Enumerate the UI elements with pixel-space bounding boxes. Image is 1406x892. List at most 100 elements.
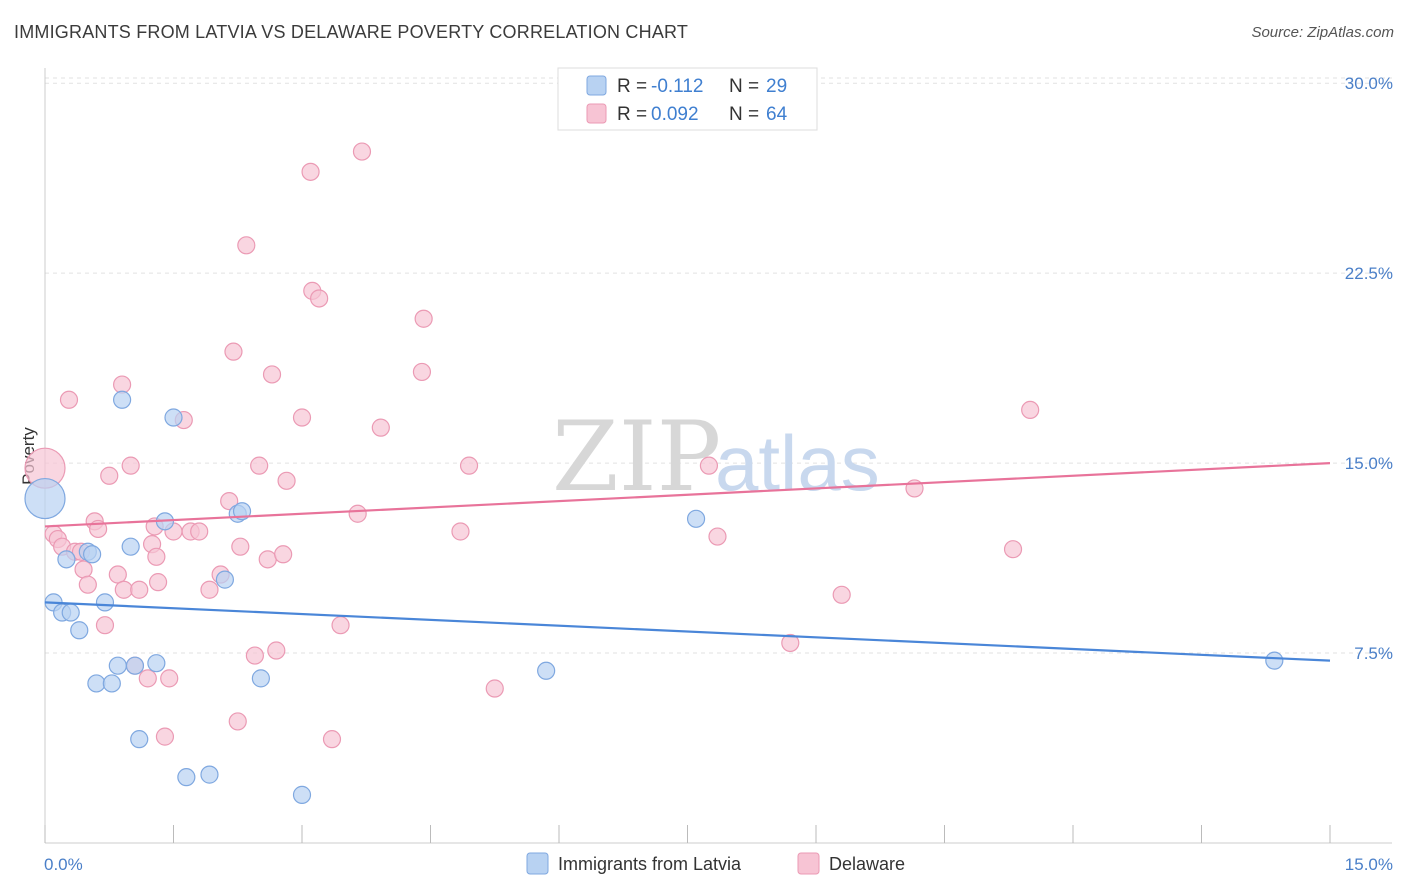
latvia-point-26 [537, 661, 556, 680]
delaware-point-23 [148, 573, 168, 592]
latvia-point-20 [200, 765, 219, 784]
bottom-legend-swatch-latvia [526, 852, 549, 875]
delaware-point-8 [78, 575, 97, 594]
delaware-point-52 [371, 418, 390, 437]
legend-r-label-latvia: R = [617, 76, 647, 97]
legend-r-label-delaware: R = [617, 104, 647, 125]
delaware-point-40 [262, 365, 282, 384]
delaware-point-58 [699, 456, 719, 475]
latvia-point-21 [215, 570, 234, 589]
latvia-point-7 [83, 545, 102, 564]
x-tick-label-max: 15.0% [1345, 855, 1393, 874]
delaware-point-50 [348, 504, 367, 523]
watermark-atlas: atlas [715, 419, 880, 507]
latvia-point-12 [112, 390, 132, 409]
latvia-point-9 [95, 593, 115, 612]
delaware-point-54 [414, 309, 433, 328]
delaware-point-12 [100, 466, 119, 485]
delaware-point-61 [832, 585, 851, 604]
latvia-point-5 [70, 621, 89, 640]
delaware-point-35 [231, 537, 250, 556]
delaware-point-49 [331, 616, 350, 635]
latvia-point-13 [121, 537, 140, 556]
delaware-point-14 [112, 375, 132, 394]
delaware-point-48 [322, 730, 342, 749]
bottom-legend-label-delaware: Delaware [829, 854, 905, 874]
delaware-point-42 [274, 545, 293, 564]
latvia-point-19 [177, 768, 196, 787]
delaware-point-24 [155, 727, 175, 746]
latvia-points [24, 390, 1284, 804]
delaware-point-51 [352, 142, 372, 161]
delaware-point-39 [258, 550, 277, 569]
latvia-point-11 [108, 656, 127, 675]
delaware-trend-line [44, 461, 1331, 528]
correlation-legend: R = -0.112 N = 29 R = 0.092 N = 64 [557, 67, 818, 131]
delaware-point-57 [485, 679, 504, 698]
delaware-point-19 [138, 669, 157, 688]
delaware-point-64 [1021, 400, 1040, 420]
legend-n-label-delaware: N = [729, 104, 759, 125]
delaware-point-41 [267, 641, 286, 660]
delaware-point-25 [160, 669, 179, 688]
x-tick-label-min: 0.0% [44, 855, 83, 874]
delaware-point-32 [220, 491, 239, 511]
delaware-point-36 [237, 236, 256, 255]
delaware-point-30 [200, 580, 219, 599]
delaware-point-33 [224, 342, 243, 361]
latvia-point-3 [61, 603, 80, 622]
delaware-point-7 [74, 560, 93, 579]
delaware-point-55 [451, 522, 470, 541]
legend-n-value-latvia: 29 [766, 76, 787, 97]
y-tick-labels: 7.5% 15.0% 22.5% 30.0% [1345, 74, 1393, 663]
delaware-point-16 [121, 456, 140, 475]
latvia-point-14 [125, 656, 145, 675]
delaware-point-47 [310, 289, 329, 308]
latvia-point-28 [1265, 651, 1284, 670]
bottom-legend-label-latvia: Immigrants from Latvia [558, 854, 742, 874]
latvia-point-4 [57, 550, 76, 569]
latvia-point-15 [130, 730, 149, 749]
latvia-point-18 [164, 408, 183, 427]
delaware-point-22 [147, 547, 166, 566]
y-tick-label-0: 7.5% [1354, 644, 1393, 663]
delaware-point-59 [708, 527, 727, 546]
legend-n-label-latvia: N = [729, 76, 759, 97]
delaware-point-13 [108, 565, 127, 584]
delaware-point-63 [1003, 540, 1023, 559]
delaware-point-11 [95, 616, 115, 635]
delaware-point-37 [245, 646, 264, 665]
latvia-trend-line [44, 601, 1331, 662]
trend-lines [44, 461, 1331, 662]
x-tick-marks [44, 825, 1331, 843]
y-tick-label-3: 30.0% [1345, 74, 1393, 93]
latvia-point-8 [87, 674, 106, 693]
delaware-point-45 [301, 162, 320, 181]
delaware-point-56 [459, 456, 479, 475]
legend-n-value-delaware: 64 [766, 104, 788, 125]
y-tick-label-2: 22.5% [1345, 264, 1393, 283]
y-tick-label-1: 15.0% [1345, 454, 1393, 473]
delaware-point-38 [250, 456, 269, 475]
latvia-point-10 [102, 674, 121, 693]
latvia-point-24 [251, 669, 270, 688]
grid-lines [45, 77, 1392, 654]
legend-swatch-latvia [586, 75, 607, 96]
source-credit: Source: ZipAtlas.com [1251, 24, 1394, 41]
latvia-point-0 [24, 477, 66, 520]
delaware-point-29 [190, 522, 209, 541]
delaware-point-44 [292, 408, 312, 427]
delaware-point-43 [277, 471, 296, 490]
legend-swatch-delaware [586, 103, 607, 124]
series-legend: Immigrants from Latvia Delaware [526, 852, 905, 875]
delaware-point-60 [781, 633, 800, 653]
latvia-point-27 [686, 509, 706, 528]
chart-title: IMMIGRANTS FROM LATVIA VS DELAWARE POVER… [14, 22, 689, 42]
delaware-point-34 [228, 712, 247, 731]
legend-r-value-latvia: -0.112 [651, 76, 703, 97]
delaware-points [24, 142, 1040, 749]
delaware-point-18 [130, 580, 149, 599]
latvia-point-16 [147, 654, 166, 673]
delaware-point-4 [59, 390, 79, 409]
